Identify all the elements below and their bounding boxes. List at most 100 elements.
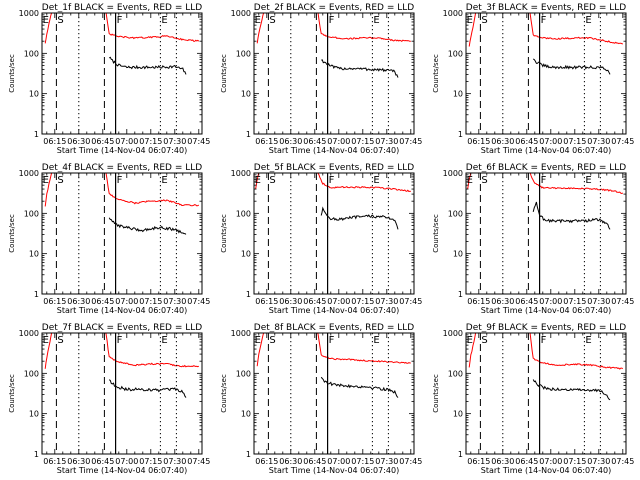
x-tick-label: 07:15	[351, 297, 374, 306]
y-tick-label: 10	[453, 250, 463, 259]
y-tick-label: 100	[448, 49, 463, 58]
y-axis-label: Counts/sec	[220, 374, 228, 413]
y-tick-label: 10	[241, 90, 251, 99]
x-tick-label: 07:45	[399, 137, 422, 146]
plot-area	[468, 333, 624, 401]
x-tick-label: 06:15	[467, 457, 490, 466]
events-series-line	[108, 56, 187, 75]
plot-area	[256, 13, 411, 78]
lld-series-line	[255, 173, 411, 193]
x-tick-label: 07:15	[351, 457, 374, 466]
y-tick-label: 1000	[231, 329, 251, 338]
y-tick-label: 10	[29, 90, 39, 99]
plot-area	[256, 333, 411, 398]
x-axis-label: Start Time (14-Nov-04 06:07:40)	[57, 466, 187, 475]
y-tick-label: 100	[236, 369, 251, 378]
y-tick-label: 1000	[443, 169, 463, 178]
x-axis-label: Start Time (14-Nov-04 06:07:40)	[57, 146, 187, 155]
x-tick-label: 06:15	[43, 137, 66, 146]
x-tick-label: 07:30	[163, 457, 186, 466]
x-tick-label: 07:00	[327, 137, 350, 146]
y-tick-label: 10	[29, 410, 39, 419]
marker-label: S	[269, 15, 275, 26]
x-tick-label: 06:45	[303, 297, 326, 306]
marker-label: F	[117, 15, 123, 26]
y-tick-label: 1	[458, 290, 463, 299]
plot-area	[44, 333, 200, 398]
marker-label: E	[585, 15, 591, 26]
y-tick-label: 1000	[19, 169, 39, 178]
x-tick-label: 06:15	[467, 297, 490, 306]
y-axis-label: Counts/sec	[432, 54, 440, 93]
y-tick-label: 100	[448, 209, 463, 218]
x-tick-label: 07:00	[327, 297, 350, 306]
x-tick-label: 06:45	[91, 297, 114, 306]
y-tick-label: 10	[241, 410, 251, 419]
events-series-line	[320, 376, 399, 398]
x-tick-label: 06:45	[515, 297, 538, 306]
x-tick-label: 06:30	[67, 297, 90, 306]
marker-label: F	[117, 335, 123, 346]
y-tick-label: 10	[29, 250, 39, 259]
axes-frame	[253, 12, 415, 135]
y-axis-label: Counts/sec	[220, 214, 228, 253]
plot-area	[255, 173, 411, 230]
axes-frame	[253, 332, 415, 455]
panel-title: Det_4f BLACK = Events, RED = LLD	[42, 163, 202, 173]
axes-frame	[41, 332, 203, 455]
y-tick-label: 1000	[231, 169, 251, 178]
lld-series-line	[468, 333, 624, 370]
x-tick-label: 07:15	[139, 297, 162, 306]
x-axis-label: Start Time (14-Nov-04 06:07:40)	[57, 306, 187, 315]
y-axis-label: Counts/sec	[220, 54, 228, 93]
y-axis-label: Counts/sec	[8, 214, 16, 253]
x-tick-label: 06:30	[491, 137, 514, 146]
y-tick-label: 100	[24, 209, 39, 218]
lld-series-line	[468, 13, 623, 47]
x-tick-label: 07:15	[563, 137, 586, 146]
y-axis-label: Counts/sec	[8, 54, 16, 93]
x-tick-label: 07:15	[563, 297, 586, 306]
marker-label: E	[161, 15, 167, 26]
events-series-line	[320, 206, 399, 230]
marker-label: S	[481, 15, 487, 26]
panel-title: Det_9f BLACK = Events, RED = LLD	[466, 323, 626, 333]
x-tick-label: 07:45	[399, 457, 422, 466]
y-tick-label: 10	[453, 410, 463, 419]
x-tick-label: 06:30	[67, 137, 90, 146]
panel-title: Det_8f BLACK = Events, RED = LLD	[254, 323, 414, 333]
x-tick-label: 06:15	[255, 457, 278, 466]
marker-label: E	[467, 335, 473, 346]
x-tick-label: 07:15	[139, 137, 162, 146]
x-tick-label: 07:00	[115, 457, 138, 466]
lld-series-line	[256, 333, 411, 367]
x-tick-label: 06:15	[43, 297, 66, 306]
x-axis-label: Start Time (14-Nov-04 06:07:40)	[481, 306, 611, 315]
y-tick-label: 1	[458, 450, 463, 459]
x-tick-label: 07:30	[587, 137, 610, 146]
x-tick-label: 07:45	[611, 297, 634, 306]
y-tick-label: 100	[448, 369, 463, 378]
marker-label: S	[481, 175, 487, 186]
marker-label: E	[373, 335, 379, 346]
marker-label: E	[43, 335, 49, 346]
marker-label: E	[585, 175, 591, 186]
x-axis-label: Start Time (14-Nov-04 06:07:40)	[481, 146, 611, 155]
lld-series-line	[44, 173, 200, 207]
y-tick-label: 10	[241, 250, 251, 259]
marker-label: S	[269, 175, 275, 186]
y-tick-label: 100	[236, 209, 251, 218]
marker-label: F	[541, 15, 547, 26]
events-series-line	[321, 59, 399, 78]
y-tick-label: 1	[34, 290, 39, 299]
y-tick-label: 1000	[19, 329, 39, 338]
panel-title: Det_5f BLACK = Events, RED = LLD	[254, 163, 414, 173]
x-tick-label: 06:15	[467, 137, 490, 146]
x-tick-label: 06:45	[303, 137, 326, 146]
marker-label: S	[57, 175, 63, 186]
marker-label: S	[269, 335, 275, 346]
